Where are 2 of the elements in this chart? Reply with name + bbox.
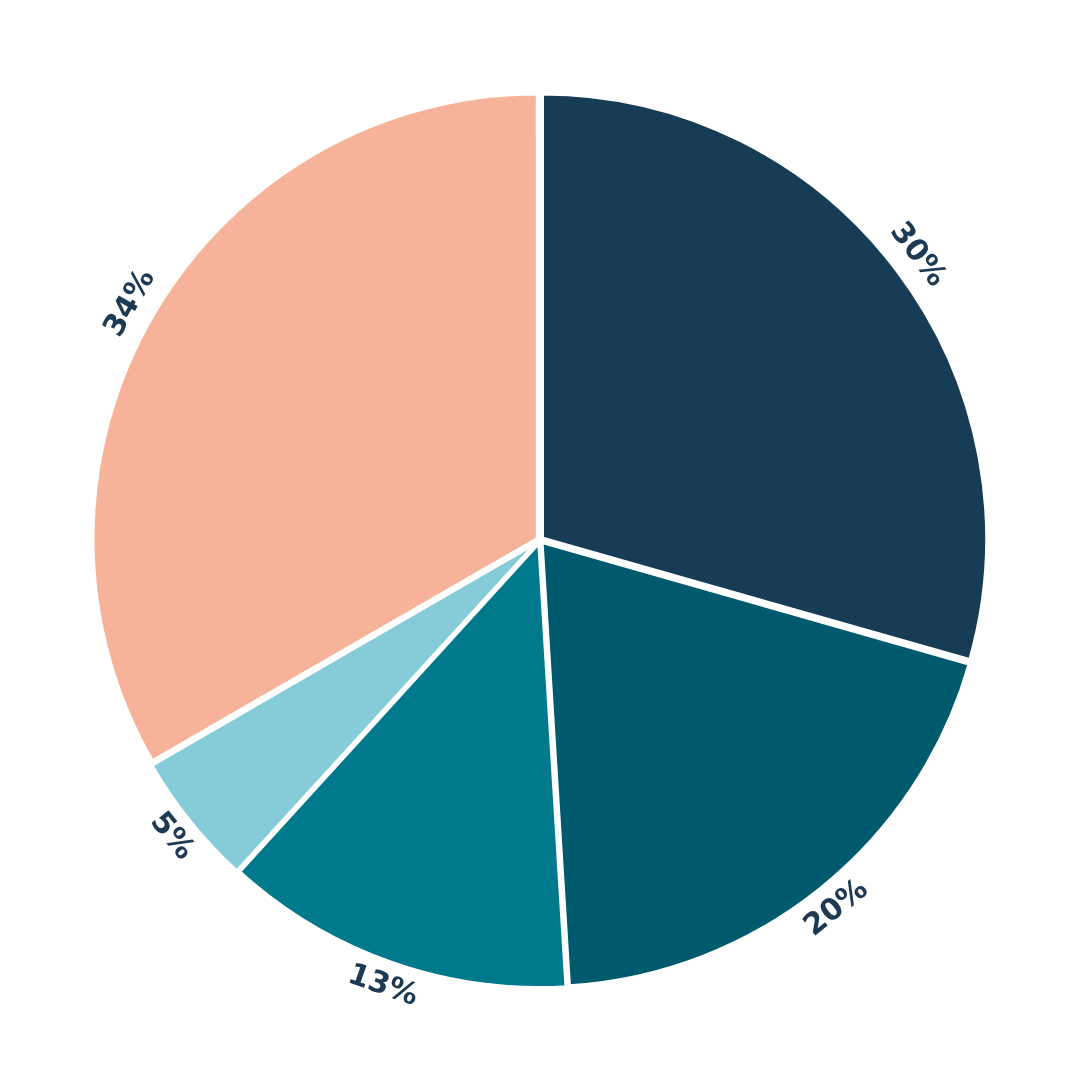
data-label: 5% — [144, 804, 204, 866]
data-label: 13% — [344, 955, 424, 1012]
